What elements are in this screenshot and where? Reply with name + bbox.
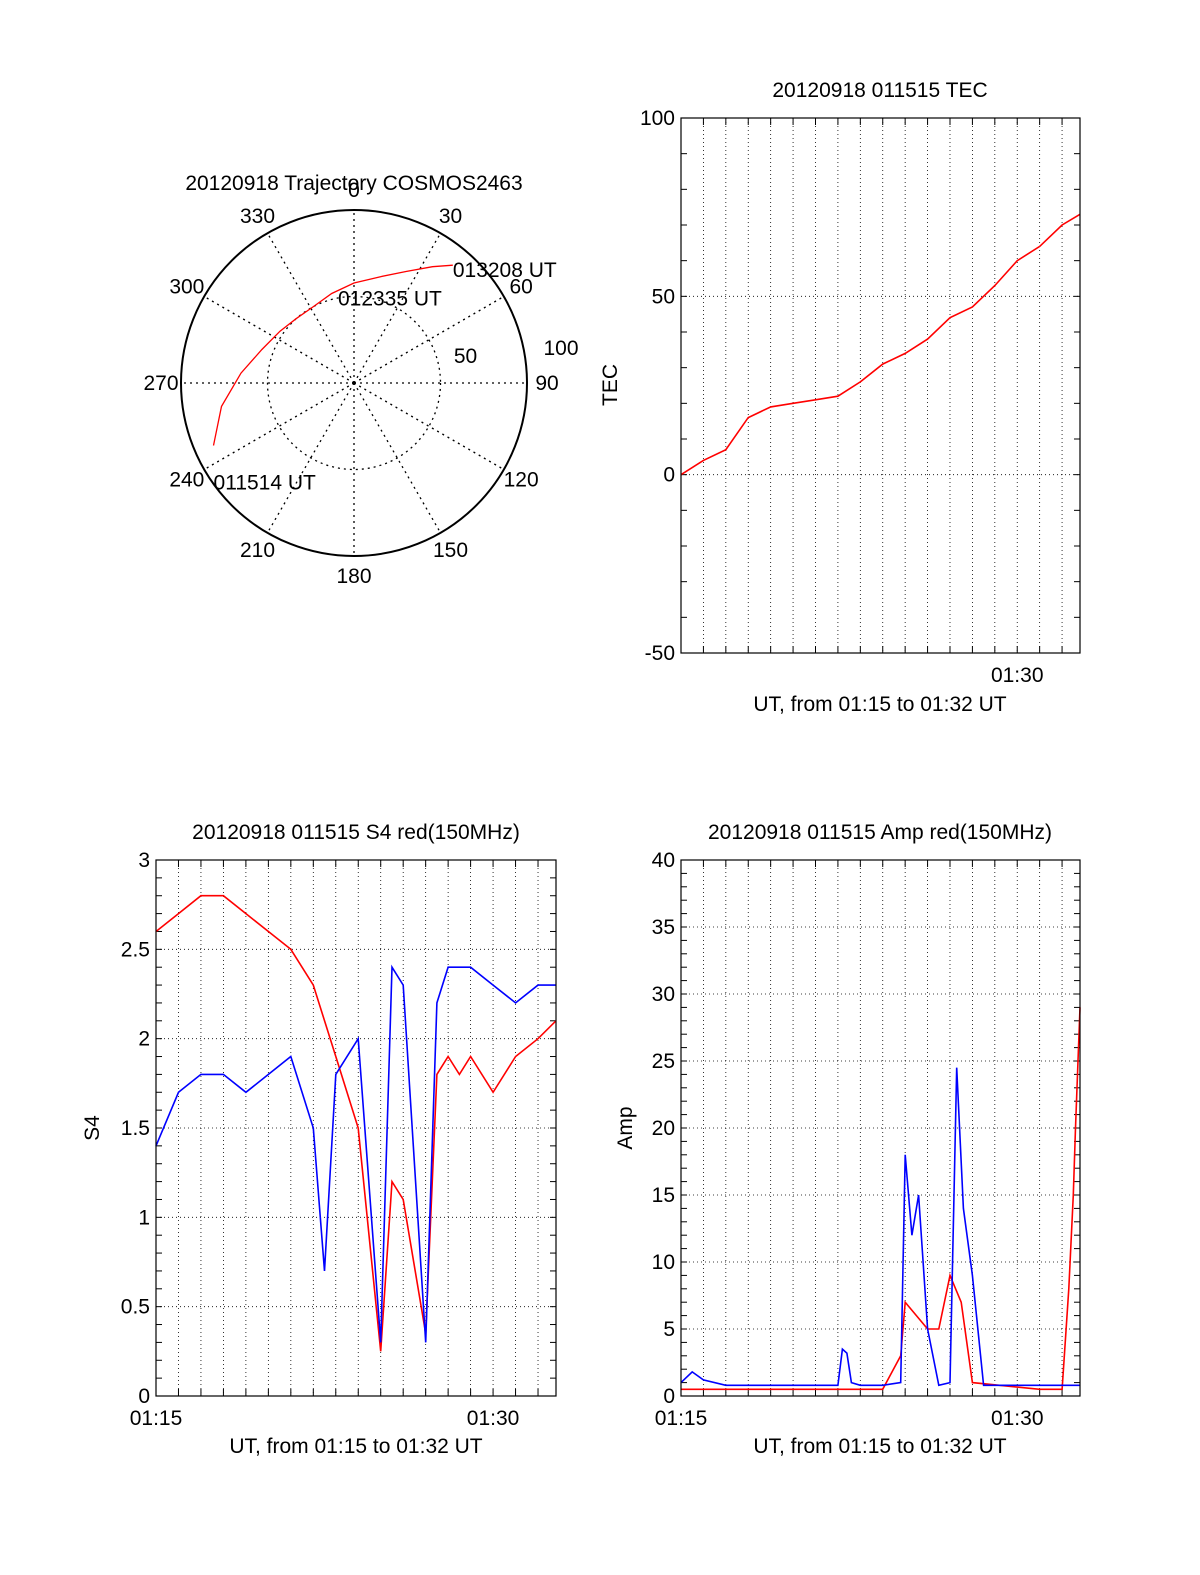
y-tick-label: 5: [663, 1318, 675, 1341]
y-tick-label: -50: [645, 642, 675, 665]
azimuth-label: 300: [169, 276, 204, 299]
polar-spoke: [266, 382, 355, 534]
polar-spoke: [203, 295, 355, 384]
radial-label: 100: [543, 337, 578, 360]
plot-frame: [680, 117, 1081, 654]
series-line: [680, 1067, 1080, 1387]
y-tick-label: 3: [138, 849, 150, 872]
plot-frame: [680, 859, 1081, 1397]
y-tick-label: 25: [652, 1050, 675, 1073]
trajectory-time-label: 013208 UT: [453, 259, 557, 282]
y-tick-label: 0: [138, 1385, 150, 1408]
polar-chart-title: 20120918 Trajectory COSMOS2463: [185, 172, 522, 195]
y-tick-label: 20: [652, 1117, 675, 1140]
s4-plot-area: 0 0.5 1 1.5 2 2.5 3 01:15 01:30: [121, 849, 557, 1430]
polar-grid: [180, 209, 528, 557]
polar-azimuth-labels: 0 30 60 90 120 150 180 210 240 270 300 330: [143, 179, 558, 588]
y-tick-label: 1: [138, 1206, 150, 1229]
series-line: [680, 213, 1081, 476]
y-tick-label: 0.5: [121, 1296, 150, 1319]
amp-plot-area: 0 5 10 15 20 25 30 35 40 01:15 01:30: [652, 849, 1081, 1430]
y-tick-label: 100: [640, 107, 675, 130]
y-tick-label: 2: [138, 1028, 150, 1051]
trajectory-line: [212, 264, 453, 446]
y-tick-label: 50: [652, 285, 675, 308]
azimuth-label: 330: [240, 205, 275, 228]
trajectory-time-label: 011514 UT: [214, 472, 317, 495]
y-tick-label: 35: [652, 916, 675, 939]
azimuth-label: 120: [504, 469, 539, 492]
tec-chart-title: 20120918 011515 TEC: [772, 79, 987, 102]
azimuth-label: 180: [336, 565, 371, 588]
x-tick-label: 01:30: [467, 1407, 520, 1430]
trajectory-track: [212, 264, 453, 446]
polar-spoke: [353, 232, 442, 384]
polar-spoke: [353, 295, 505, 384]
polar-spoke: [353, 382, 442, 534]
y-tick-label: 30: [652, 983, 675, 1006]
plot-frame: [155, 859, 557, 1397]
azimuth-label: 60: [509, 276, 532, 299]
polar-radial-labels: 50 100: [454, 337, 579, 368]
tec-y-axis-label: TEC: [599, 364, 622, 406]
trajectory-annotations: 013208 UT 012335 UT 011514 UT: [214, 259, 557, 494]
y-tick-label: 0: [663, 1385, 675, 1408]
trajectory-time-label: 012335 UT: [338, 287, 442, 310]
azimuth-label: 150: [433, 539, 468, 562]
y-tick-label: 15: [652, 1184, 675, 1207]
polar-spoke: [266, 232, 355, 384]
tec-x-axis-label: UT, from 01:15 to 01:32 UT: [753, 693, 1006, 716]
radial-label: 50: [454, 345, 477, 368]
y-tick-label: 40: [652, 849, 675, 872]
x-tick-label: 01:30: [991, 1407, 1044, 1430]
tec-chart: 20120918 011515 TEC TEC UT, from 01:15 t…: [599, 79, 1081, 716]
azimuth-label: 270: [143, 372, 178, 395]
tec-plot-area: -50 0 50 100 01:30: [640, 107, 1081, 687]
azimuth-label: 240: [169, 469, 204, 492]
y-tick-label: 0: [663, 464, 675, 487]
series-line: [155, 894, 557, 1352]
polar-trajectory-chart: 20120918 Trajectory COSMOS2463 0 30 60 90 12…: [143, 172, 578, 588]
s4-chart-title: 20120918 011515 S4 red(150MHz): [192, 821, 520, 844]
s4-chart: 20120918 011515 S4 red(150MHz) S4 UT, fr…: [81, 821, 557, 1458]
azimuth-label: 90: [535, 372, 558, 395]
polar-inner-ring: [266, 295, 442, 471]
x-tick-label: 01:15: [655, 1407, 708, 1430]
polar-spoke: [203, 382, 355, 471]
y-tick-label: 2.5: [121, 938, 150, 961]
amp-chart: 20120918 011515 Amp red(150MHz) Amp UT, …: [614, 821, 1081, 1458]
amp-chart-title: 20120918 011515 Amp red(150MHz): [708, 821, 1052, 844]
x-tick-label: 01:15: [130, 1407, 183, 1430]
azimuth-label: 0: [348, 179, 360, 202]
amp-x-axis-label: UT, from 01:15 to 01:32 UT: [753, 1435, 1006, 1458]
azimuth-label: 30: [439, 205, 462, 228]
amp-y-axis-label: Amp: [614, 1106, 637, 1149]
x-tick-label: 01:30: [991, 664, 1044, 687]
y-tick-label: 1.5: [121, 1117, 150, 1140]
polar-spoke: [353, 382, 505, 471]
s4-y-axis-label: S4: [81, 1115, 104, 1141]
y-tick-label: 10: [652, 1251, 675, 1274]
polar-outer-ring: [180, 209, 528, 557]
azimuth-label: 210: [240, 539, 275, 562]
s4-x-axis-label: UT, from 01:15 to 01:32 UT: [229, 1435, 482, 1458]
series-line: [155, 964, 556, 1343]
